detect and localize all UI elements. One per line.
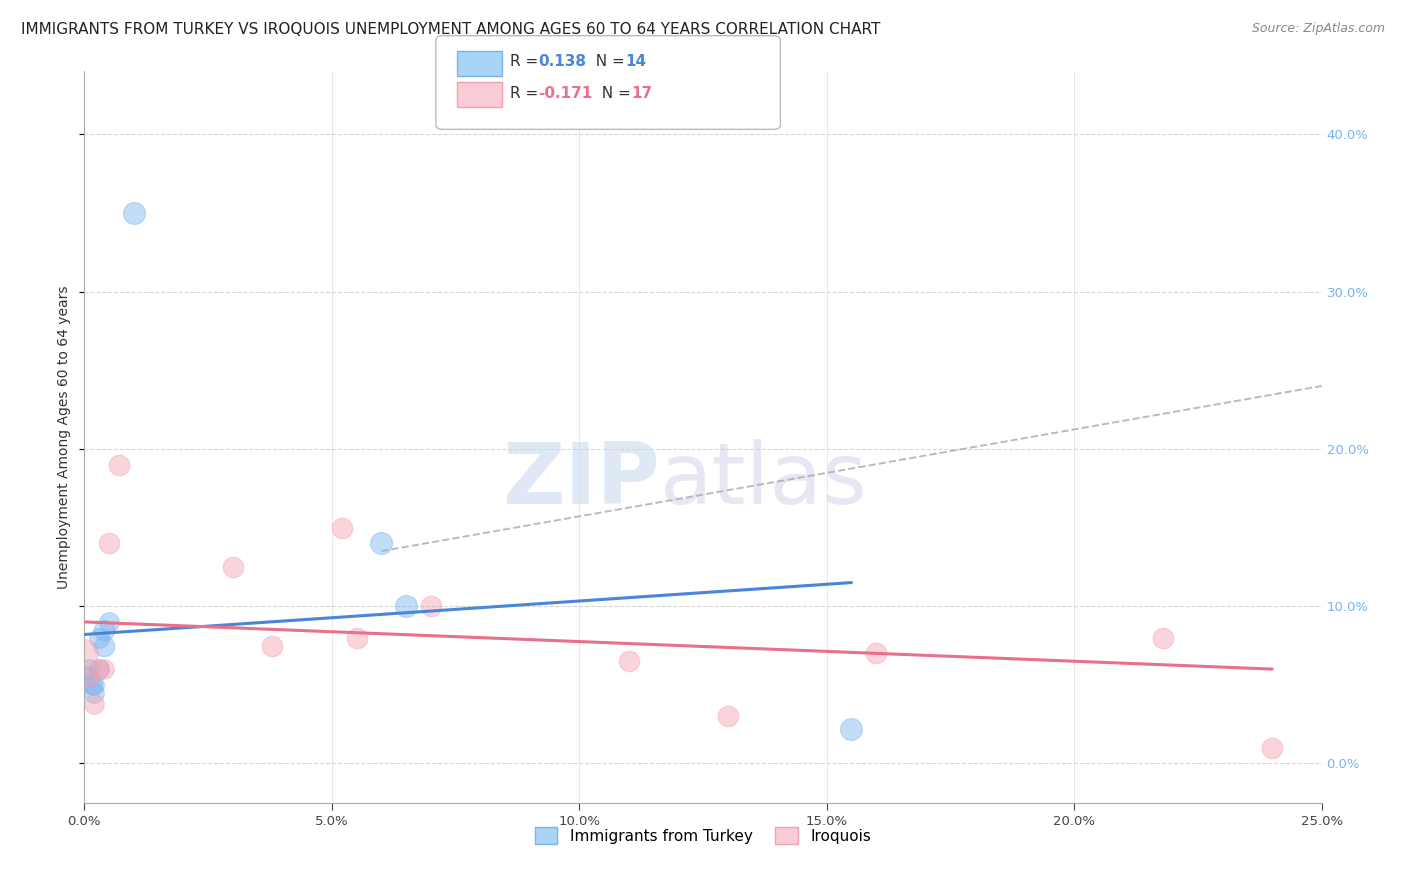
Point [1152, 631, 1174, 645]
Point [89, 631, 111, 645]
Text: R =: R = [510, 87, 544, 101]
Point [1261, 740, 1284, 755]
Y-axis label: Unemployment Among Ages 60 to 64 years: Unemployment Among Ages 60 to 64 years [58, 285, 72, 589]
Legend: Immigrants from Turkey, Iroquois: Immigrants from Turkey, Iroquois [529, 822, 877, 850]
Point [841, 722, 863, 736]
Point [395, 599, 418, 614]
Text: IMMIGRANTS FROM TURKEY VS IROQUOIS UNEMPLOYMENT AMONG AGES 60 TO 64 YEARS CORREL: IMMIGRANTS FROM TURKEY VS IROQUOIS UNEMP… [21, 22, 880, 37]
Point [79, 670, 101, 684]
Point [98, 615, 121, 629]
Point [122, 206, 145, 220]
Text: atlas: atlas [659, 440, 868, 523]
Point [73, 646, 96, 660]
Point [617, 654, 640, 668]
Text: N =: N = [586, 54, 630, 69]
Text: 0.138: 0.138 [538, 54, 586, 69]
Point [717, 709, 740, 723]
Point [89, 662, 111, 676]
Point [262, 639, 284, 653]
Point [83, 678, 105, 692]
Text: N =: N = [592, 87, 636, 101]
Point [80, 678, 103, 692]
Text: R =: R = [510, 54, 544, 69]
Point [83, 686, 105, 700]
Point [93, 662, 115, 676]
Point [98, 536, 121, 550]
Point [419, 599, 441, 614]
Point [108, 458, 131, 472]
Point [222, 559, 245, 574]
Point [89, 662, 111, 676]
Text: 17: 17 [631, 87, 652, 101]
Point [93, 623, 115, 637]
Text: 14: 14 [626, 54, 647, 69]
Point [865, 646, 887, 660]
Point [93, 639, 115, 653]
Point [330, 520, 353, 534]
Point [346, 631, 368, 645]
Text: ZIP: ZIP [502, 440, 659, 523]
Point [83, 697, 105, 711]
Point [79, 662, 101, 676]
Text: Source: ZipAtlas.com: Source: ZipAtlas.com [1251, 22, 1385, 36]
Point [79, 670, 101, 684]
Point [370, 536, 392, 550]
Text: -0.171: -0.171 [538, 87, 593, 101]
